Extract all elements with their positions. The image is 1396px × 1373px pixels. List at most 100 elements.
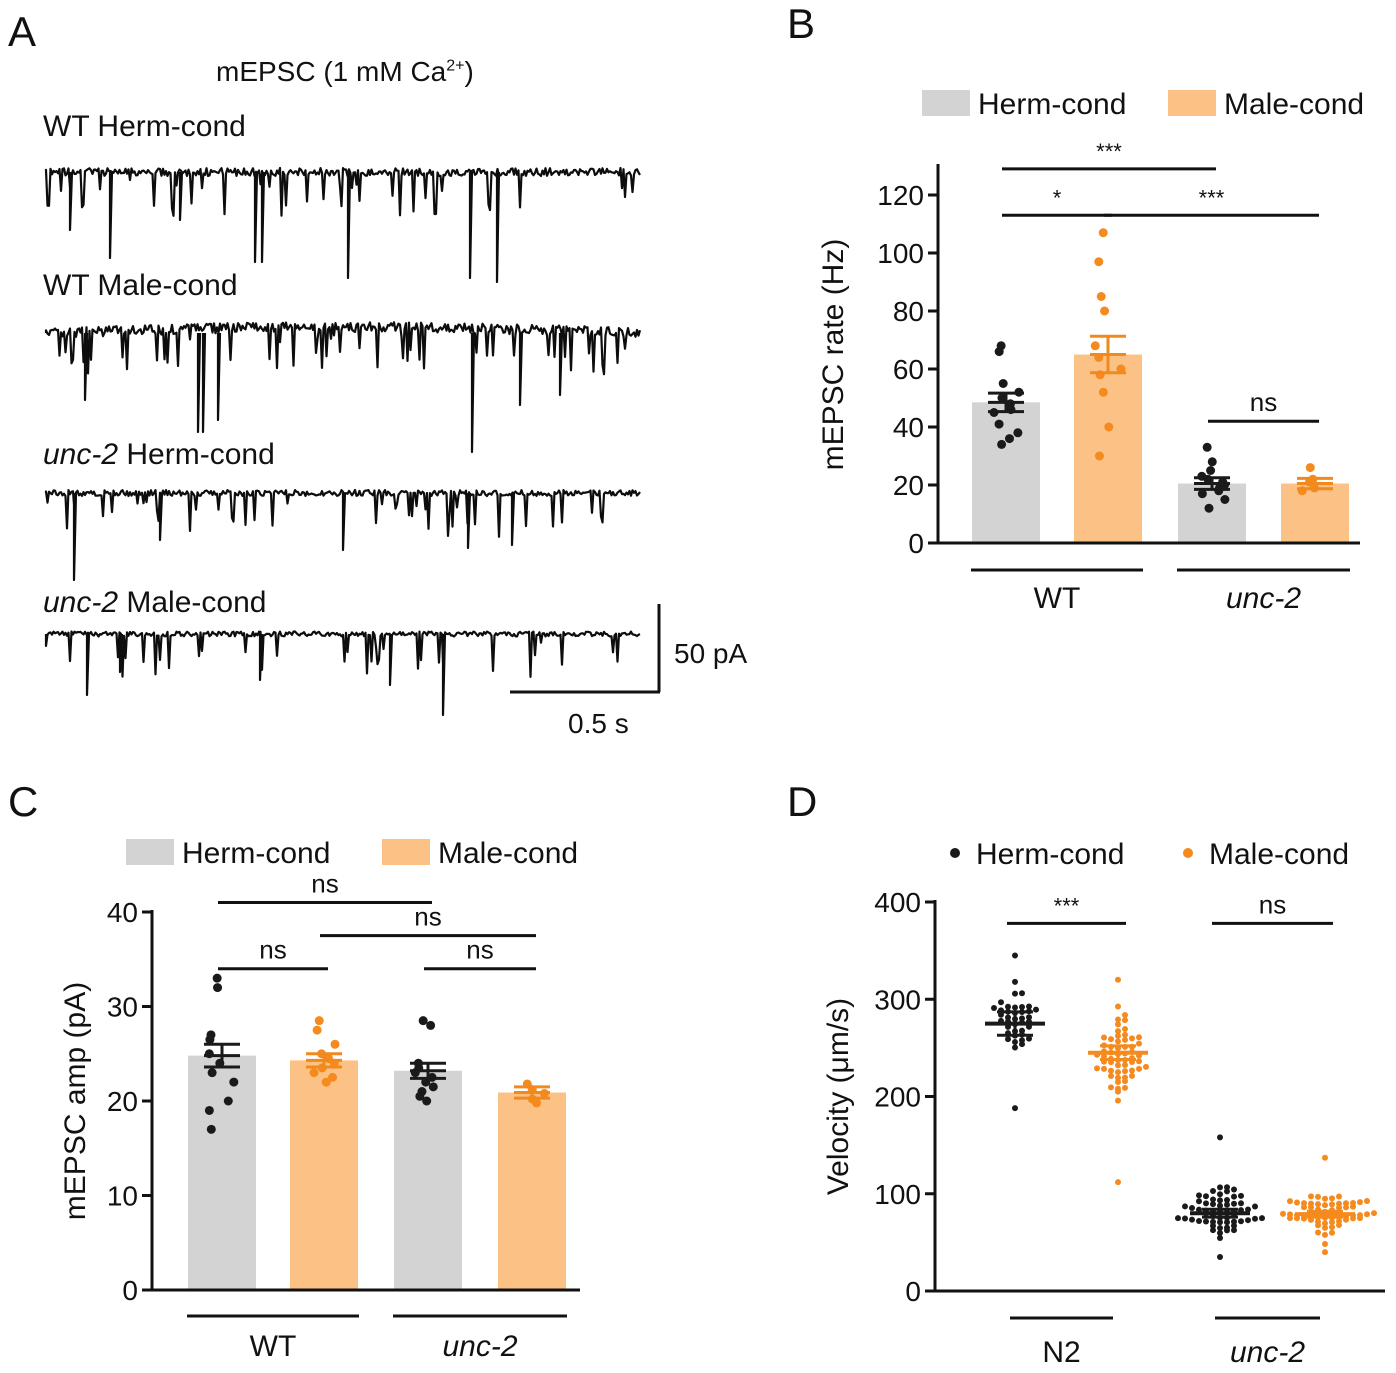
point-d-1-0-10 (1108, 1073, 1114, 1080)
point-d-1-1-1 (1322, 1241, 1328, 1248)
point-d-1-0-50 (1115, 1032, 1121, 1039)
ytick-label-b-80: 80 (893, 296, 924, 327)
point-d-0-0-0 (1012, 1105, 1018, 1112)
point-d-0-1-35 (1245, 1206, 1251, 1213)
point-c-0-0-9 (204, 1105, 214, 1115)
legend-swatch-b-2 (1168, 90, 1216, 116)
point-d-1-0-20 (1115, 1062, 1121, 1069)
point-d-0-1-10 (1217, 1219, 1223, 1226)
ytick-label-c-30: 30 (107, 992, 138, 1023)
bar-b-male-cond-unc-2 (1281, 483, 1349, 543)
point-d-1-1-4 (1315, 1229, 1321, 1236)
point-d-1-0-16 (1101, 1065, 1107, 1072)
mepsc-trace-2 (44, 321, 642, 454)
trace-label-2: WT Male-cond (43, 269, 238, 302)
point-d-1-0-45 (1122, 1036, 1128, 1043)
legend-label-b-2: Male-cond (1224, 88, 1364, 121)
point-d-0-0-1 (1012, 1044, 1018, 1051)
point-b-0-1-2 (1206, 466, 1216, 475)
point-d-1-0-15 (1129, 1067, 1135, 1074)
point-d-0-1-12 (1210, 1218, 1216, 1225)
point-d-1-0-14 (1108, 1067, 1114, 1074)
point-d-0-1-36 (1189, 1205, 1195, 1212)
point-d-1-1-29 (1357, 1212, 1363, 1219)
legend-label-b-1: Herm-cond (978, 88, 1126, 121)
ytick-label-d-100: 100 (874, 1179, 921, 1210)
panel-letter-c: C (8, 778, 39, 825)
point-c-1-0-7 (309, 1068, 319, 1078)
legend-label-d-1: Herm-cond (976, 838, 1124, 871)
sig-label-c-3: ns (466, 935, 493, 965)
point-d-1-1-10 (1329, 1219, 1335, 1226)
point-d-0-1-41 (1210, 1201, 1216, 1208)
point-d-1-0-54 (1115, 1021, 1121, 1028)
point-d-1-1-2 (1322, 1231, 1328, 1238)
point-d-0-1-13 (1231, 1218, 1237, 1225)
legend-label-c-2: Male-cond (438, 837, 578, 870)
point-d-1-1-0 (1322, 1249, 1328, 1256)
bar-c-male-cond-WT (290, 1060, 358, 1290)
point-c-0-0-0 (212, 973, 222, 983)
group-label-b-0: WT (1034, 582, 1081, 615)
point-d-0-1-14 (1203, 1218, 1209, 1225)
point-b-1-0-9 (1104, 422, 1114, 432)
group-label-c-1: unc-2 (442, 1330, 517, 1363)
point-d-0-1-49 (1231, 1193, 1237, 1200)
point-d-0-1-57 (1217, 1184, 1223, 1191)
group-label-d-0: N2 (1042, 1336, 1080, 1369)
point-d-0-1-48 (1210, 1196, 1216, 1203)
trace-title-main: mEPSC (1 mM Ca (216, 56, 447, 87)
point-d-0-0-32 (1019, 1003, 1025, 1010)
point-b-0-0-1 (994, 347, 1004, 357)
point-d-1-1-11 (1315, 1218, 1321, 1225)
point-d-1-0-51 (1122, 1031, 1128, 1038)
point-c-0-1-6 (421, 1077, 431, 1087)
bar-b-male-cond-WT (1074, 354, 1142, 543)
point-c-1-0-2 (330, 1039, 340, 1049)
point-b-1-1-0 (1305, 463, 1315, 473)
sig-label-c-1: ns (414, 902, 441, 932)
bar-b-herm-cond-WT (972, 402, 1040, 543)
sig-label-d-1: ns (1259, 889, 1286, 919)
point-d-1-1-52 (1287, 1198, 1293, 1205)
point-d-1-0-59 (1115, 976, 1121, 983)
point-d-1-0-21 (1122, 1061, 1128, 1068)
legend-swatch-c-1 (126, 839, 174, 865)
point-d-0-0-3 (1012, 1039, 1018, 1046)
point-c-1-0-0 (314, 1016, 324, 1026)
point-d-1-0-3 (1115, 1085, 1121, 1092)
point-d-0-1-42 (1231, 1200, 1237, 1207)
point-c-1-0-1 (312, 1025, 322, 1035)
point-d-1-0-4 (1122, 1084, 1128, 1091)
point-d-1-0-12 (1115, 1069, 1121, 1076)
point-d-1-1-45 (1336, 1200, 1342, 1207)
panel-letter-a: A (8, 8, 37, 55)
point-d-1-0-18 (1094, 1065, 1100, 1072)
point-b-1-0-2 (1096, 292, 1106, 301)
point-d-0-1-1 (1217, 1235, 1223, 1242)
point-b-0-0-9 (1013, 428, 1023, 438)
point-d-0-0-34 (1026, 1003, 1032, 1010)
point-d-1-1-42 (1322, 1202, 1328, 1209)
ytick-label-d-300: 300 (874, 984, 921, 1015)
point-d-0-1-15 (1238, 1218, 1244, 1225)
bar-b-herm-cond-unc-2 (1178, 483, 1246, 543)
point-d-0-1-40 (1224, 1201, 1230, 1208)
sig-label-b-0: *** (1096, 139, 1122, 164)
point-d-0-1-38 (1182, 1203, 1188, 1210)
point-d-1-0-25 (1136, 1058, 1142, 1065)
point-b-0-1-1 (1207, 457, 1217, 467)
y-axis-label-b: mEPSC rate (Hz) (817, 239, 850, 471)
point-d-1-1-31 (1364, 1211, 1370, 1218)
point-d-1-0-43 (1136, 1040, 1142, 1047)
point-b-0-1-11 (1204, 503, 1214, 513)
point-d-1-0-52 (1115, 1028, 1121, 1035)
point-d-0-1-46 (1217, 1197, 1223, 1204)
legend-swatch-c-2 (382, 839, 430, 865)
bar-c-male-cond-unc-2 (498, 1092, 566, 1290)
point-b-0-0-4 (997, 393, 1007, 403)
point-d-0-0-37 (1019, 990, 1025, 997)
trace-label-1: WT Herm-cond (43, 110, 246, 143)
sig-label-c-2: ns (259, 935, 286, 965)
